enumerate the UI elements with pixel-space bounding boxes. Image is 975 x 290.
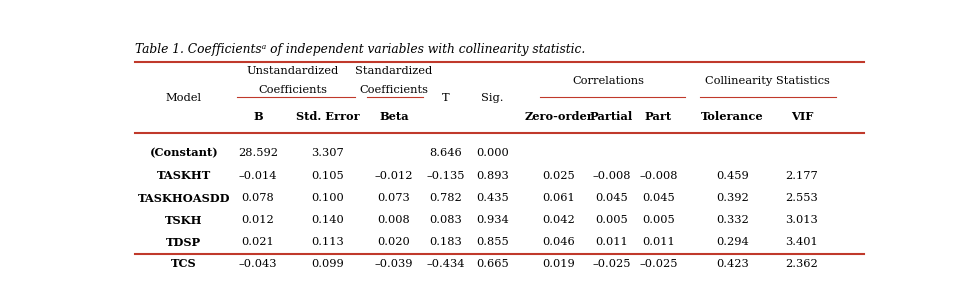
Text: 0.011: 0.011	[642, 237, 675, 247]
Text: 0.934: 0.934	[476, 215, 509, 225]
Text: 0.008: 0.008	[377, 215, 410, 225]
Text: –0.014: –0.014	[239, 171, 277, 181]
Text: Beta: Beta	[379, 111, 409, 122]
Text: 0.042: 0.042	[542, 215, 575, 225]
Text: TCS: TCS	[171, 258, 197, 269]
Text: Std. Error: Std. Error	[295, 111, 359, 122]
Text: TDSP: TDSP	[167, 237, 202, 248]
Text: 0.021: 0.021	[242, 237, 274, 247]
Text: 2.177: 2.177	[786, 171, 818, 181]
Text: 0.011: 0.011	[595, 237, 628, 247]
Text: Collinearity Statistics: Collinearity Statistics	[705, 76, 830, 86]
Text: 0.025: 0.025	[542, 171, 575, 181]
Text: –0.008: –0.008	[592, 171, 631, 181]
Text: –0.025: –0.025	[592, 259, 631, 269]
Text: 0.435: 0.435	[476, 193, 509, 203]
Text: 0.665: 0.665	[476, 259, 509, 269]
Text: Model: Model	[166, 93, 202, 104]
Text: 3.307: 3.307	[311, 148, 344, 158]
Text: Table 1. Coefficientsᵃ of independent variables with collinearity statistic.: Table 1. Coefficientsᵃ of independent va…	[136, 43, 586, 56]
Text: –0.039: –0.039	[374, 259, 413, 269]
Text: Correlations: Correlations	[572, 76, 644, 86]
Text: –0.012: –0.012	[374, 171, 413, 181]
Text: –0.008: –0.008	[640, 171, 678, 181]
Text: TASKHOASDD: TASKHOASDD	[137, 193, 230, 204]
Text: 0.020: 0.020	[377, 237, 410, 247]
Text: 0.183: 0.183	[429, 237, 461, 247]
Text: Coefficients: Coefficients	[360, 84, 428, 95]
Text: 0.019: 0.019	[542, 259, 575, 269]
Text: 0.083: 0.083	[429, 215, 461, 225]
Text: 2.362: 2.362	[786, 259, 818, 269]
Text: 0.392: 0.392	[716, 193, 749, 203]
Text: TSKH: TSKH	[165, 215, 203, 226]
Text: Partial: Partial	[590, 111, 633, 122]
Text: Sig.: Sig.	[481, 93, 503, 104]
Text: Tolerance: Tolerance	[701, 111, 763, 122]
Text: –0.043: –0.043	[239, 259, 277, 269]
Text: 0.012: 0.012	[242, 215, 274, 225]
Text: 0.045: 0.045	[595, 193, 628, 203]
Text: 3.401: 3.401	[786, 237, 818, 247]
Text: 0.782: 0.782	[429, 193, 461, 203]
Text: Unstandardized: Unstandardized	[247, 66, 338, 75]
Text: VIF: VIF	[791, 111, 813, 122]
Text: 0.005: 0.005	[595, 215, 628, 225]
Text: 0.061: 0.061	[542, 193, 575, 203]
Text: –0.434: –0.434	[426, 259, 464, 269]
Text: B: B	[254, 111, 262, 122]
Text: Coefficients: Coefficients	[258, 84, 328, 95]
Text: 0.078: 0.078	[242, 193, 274, 203]
Text: 0.459: 0.459	[716, 171, 749, 181]
Text: 8.646: 8.646	[429, 148, 461, 158]
Text: 0.332: 0.332	[716, 215, 749, 225]
Text: 0.045: 0.045	[642, 193, 675, 203]
Text: Part: Part	[644, 111, 672, 122]
Text: TASKHT: TASKHT	[157, 171, 211, 182]
Text: 0.000: 0.000	[476, 148, 509, 158]
Text: 0.893: 0.893	[476, 171, 509, 181]
Text: Zero-order: Zero-order	[525, 111, 593, 122]
Text: 0.073: 0.073	[377, 193, 410, 203]
Text: 2.553: 2.553	[786, 193, 818, 203]
Text: 0.046: 0.046	[542, 237, 575, 247]
Text: 0.100: 0.100	[311, 193, 344, 203]
Text: 0.105: 0.105	[311, 171, 344, 181]
Text: 0.005: 0.005	[642, 215, 675, 225]
Text: (Constant): (Constant)	[149, 148, 218, 159]
Text: 28.592: 28.592	[238, 148, 278, 158]
Text: 0.294: 0.294	[716, 237, 749, 247]
Text: Standardized: Standardized	[355, 66, 433, 75]
Text: 0.099: 0.099	[311, 259, 344, 269]
Text: –0.135: –0.135	[426, 171, 464, 181]
Text: 3.013: 3.013	[786, 215, 818, 225]
Text: 0.113: 0.113	[311, 237, 344, 247]
Text: T: T	[442, 93, 449, 104]
Text: 0.140: 0.140	[311, 215, 344, 225]
Text: 0.855: 0.855	[476, 237, 509, 247]
Text: 0.423: 0.423	[716, 259, 749, 269]
Text: –0.025: –0.025	[640, 259, 678, 269]
